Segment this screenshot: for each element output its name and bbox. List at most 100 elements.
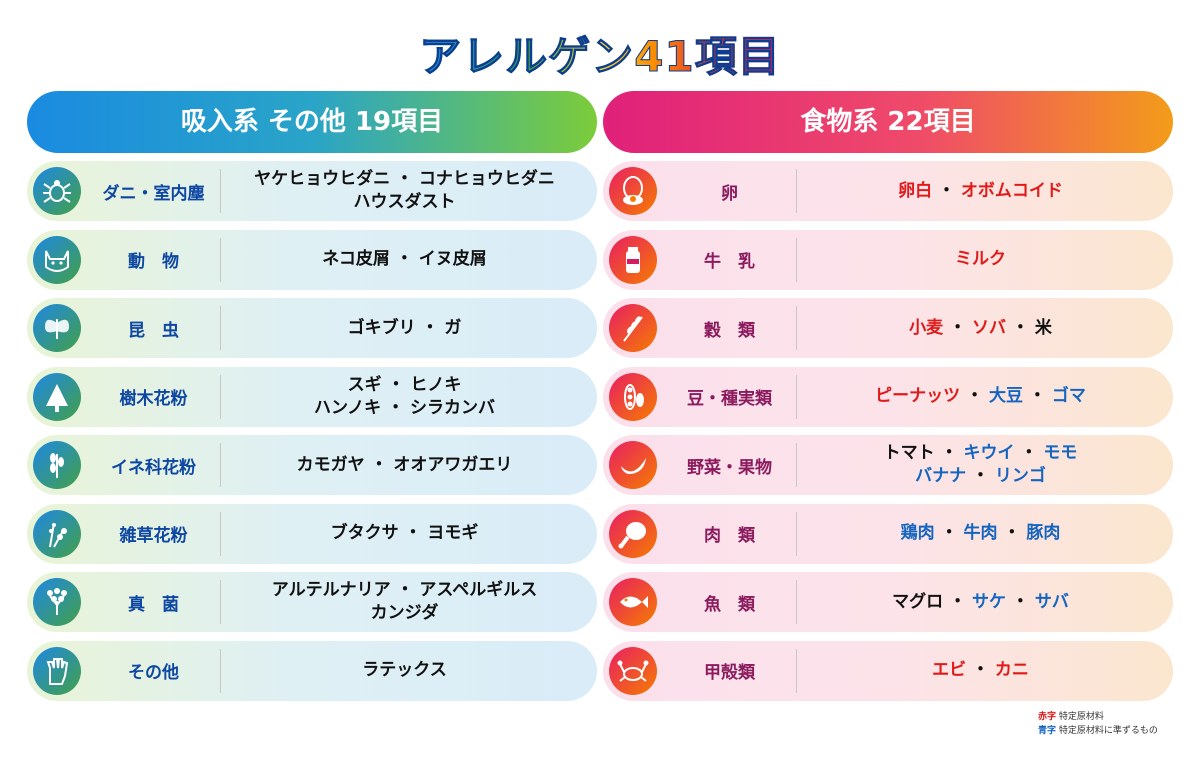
allergen-items: ピーナッツ ・ 大豆 ・ ゴマ — [798, 367, 1163, 427]
category-label: 野菜・果物 — [687, 457, 772, 478]
milk-icon — [609, 235, 657, 284]
divider — [796, 580, 797, 624]
legend: 赤字 特定原材料 青字 特定原材料に準ずるもの — [1038, 710, 1158, 738]
divider — [796, 374, 797, 419]
allergen-line: ラテックス — [362, 660, 447, 680]
divider — [796, 511, 797, 556]
separator-dot: ・ — [997, 523, 1027, 543]
cat-icon — [33, 235, 81, 284]
allergen-line: ハンノキ ・ シラカンバ — [314, 397, 495, 418]
weed-icon — [33, 509, 81, 558]
allergen-line: ネコ皮屑 ・ イヌ皮屑 — [322, 249, 487, 269]
right-row: 豆・種実類 ピーナッツ ・ 大豆 ・ ゴマ — [603, 366, 1173, 427]
category-label: 昆 虫 — [128, 320, 179, 341]
left-row: イネ科花粉 カモガヤ ・ オオアワガエリ — [27, 435, 597, 495]
category-label: 樹木花粉 — [119, 389, 188, 409]
meat-icon — [609, 509, 657, 558]
allergen-name: マグロ — [892, 591, 944, 612]
left-row: その他 ラテックス — [27, 640, 597, 701]
separator-dot: ・ — [943, 591, 972, 612]
allergen-items: 鶏肉 ・ 牛肉 ・ 豚肉 — [798, 504, 1163, 564]
crab-icon — [609, 646, 657, 695]
allergen-items: マグロ ・ サケ ・ サバ — [798, 572, 1163, 632]
allergen-items: アルテルナリア ・ アスペルギルス カンジダ — [222, 572, 587, 632]
allergen-items: 小麦 ・ ソバ ・ 米 — [798, 298, 1163, 358]
divider — [220, 443, 221, 487]
allergen-name: 大豆 — [989, 386, 1023, 406]
category-label: 豆・種実類 — [687, 389, 772, 409]
allergen-name: 小麦 — [909, 317, 944, 338]
allergen-line: ゴキブリ ・ ガ — [347, 317, 462, 338]
divider — [220, 580, 221, 624]
allergen-line: ハウスダスト — [353, 192, 456, 212]
allergen-name: ゴマ — [1051, 386, 1086, 406]
allergen-name: モモ — [1043, 443, 1078, 463]
separator-dot: ・ — [934, 443, 964, 463]
food-header: 食物系 22項目 — [603, 91, 1173, 153]
allergen-line: 小麦 ・ ソバ ・ 米 — [909, 317, 1052, 340]
right-row: 魚 類 マグロ ・ サケ ・ サバ — [603, 572, 1173, 632]
allergen-line: マグロ ・ サケ ・ サバ — [892, 591, 1069, 614]
category-label: イネ科花粉 — [111, 457, 196, 478]
allergen-name: 米 — [1034, 317, 1052, 338]
grass-icon — [33, 441, 81, 489]
moth-icon — [33, 304, 81, 352]
left-row: 樹木花粉 スギ ・ ヒノキ ハンノキ ・ シラカンバ — [27, 366, 597, 427]
title-text: アレルゲン41項目 — [419, 32, 781, 82]
allergen-line: カモガヤ ・ オオアワガエリ — [296, 454, 513, 475]
allergen-name: オボムコイド — [960, 180, 1063, 201]
allergen-name: 卵白 — [898, 180, 933, 201]
separator-dot: ・ — [966, 466, 995, 486]
allergen-items: ゴキブリ ・ ガ — [222, 298, 587, 358]
allergen-name: トマト — [883, 443, 935, 463]
allergen-line: アルテルナリア ・ アスペルギルス — [271, 580, 538, 600]
allergen-name: サバ — [1034, 591, 1069, 612]
separator-dot: ・ — [1006, 317, 1035, 338]
allergen-line: エビ ・ カニ — [932, 659, 1029, 682]
banana-icon — [609, 441, 657, 489]
divider — [220, 374, 221, 419]
left-row: ダニ・室内塵 ヤケヒョウヒダニ ・ コナヒョウヒダニ ハウスダスト — [27, 161, 597, 221]
allergen-name: サケ — [972, 591, 1006, 612]
category-label: ダニ・室内塵 — [102, 183, 205, 204]
category-label: 穀 類 — [704, 320, 755, 341]
left-row: 真 菌 アルテルナリア ・ アスペルギルス カンジダ — [27, 572, 597, 632]
allergen-line: トマト ・ キウイ ・ モモ — [884, 442, 1078, 465]
allergen-items: ブタクサ ・ ヨモギ — [222, 504, 587, 564]
allergen-items: トマト ・ キウイ ・ モモ バナナ ・ リンゴ — [798, 435, 1163, 495]
divider — [220, 511, 221, 556]
allergen-name: エビ — [932, 660, 967, 680]
tree-icon — [33, 372, 81, 421]
category-label: 牛 乳 — [704, 252, 755, 272]
allergen-items: スギ ・ ヒノキ ハンノキ ・ シラカンバ — [222, 367, 587, 427]
allergen-line: ピーナッツ ・ 大豆 ・ ゴマ — [875, 385, 1086, 408]
category-label: 魚 類 — [704, 594, 755, 615]
allergen-name: ミルク — [955, 249, 1006, 269]
separator-dot: ・ — [966, 660, 995, 680]
allergen-name: キウイ — [963, 443, 1015, 463]
left-row: 動 物 ネコ皮屑 ・ イヌ皮屑 — [27, 229, 597, 290]
divider — [220, 169, 221, 213]
allergen-items: ラテックス — [222, 641, 587, 701]
divider — [220, 237, 221, 282]
legend-red: 赤字 特定原材料 — [1038, 712, 1104, 722]
allergen-items: 卵白 ・ オボムコイド — [798, 161, 1163, 221]
separator-dot: ・ — [934, 523, 964, 543]
allergen-line: カンジダ — [370, 603, 439, 623]
separator-dot: ・ — [932, 180, 961, 201]
left-row: 雑草花粉 ブタクサ ・ ヨモギ — [27, 503, 597, 564]
fungus-icon — [33, 578, 81, 626]
legend-blue: 青字 特定原材料に準ずるもの — [1038, 726, 1158, 736]
separator-dot: ・ — [1023, 386, 1052, 406]
right-row: 卵 卵白 ・ オボムコイド — [603, 161, 1173, 221]
inhalant-header: 吸入系 その他 19項目 — [27, 91, 597, 153]
allergen-items: エビ ・ カニ — [798, 641, 1163, 701]
allergen-name: ソバ — [972, 317, 1006, 338]
allergen-line: ブタクサ ・ ヨモギ — [330, 523, 479, 543]
category-label: 甲殻類 — [704, 663, 755, 683]
separator-dot: ・ — [1014, 443, 1044, 463]
wheat-icon — [609, 304, 657, 352]
category-label: 真 菌 — [128, 594, 179, 615]
allergen-items: カモガヤ ・ オオアワガエリ — [222, 435, 587, 495]
category-label: 肉 類 — [704, 526, 755, 546]
